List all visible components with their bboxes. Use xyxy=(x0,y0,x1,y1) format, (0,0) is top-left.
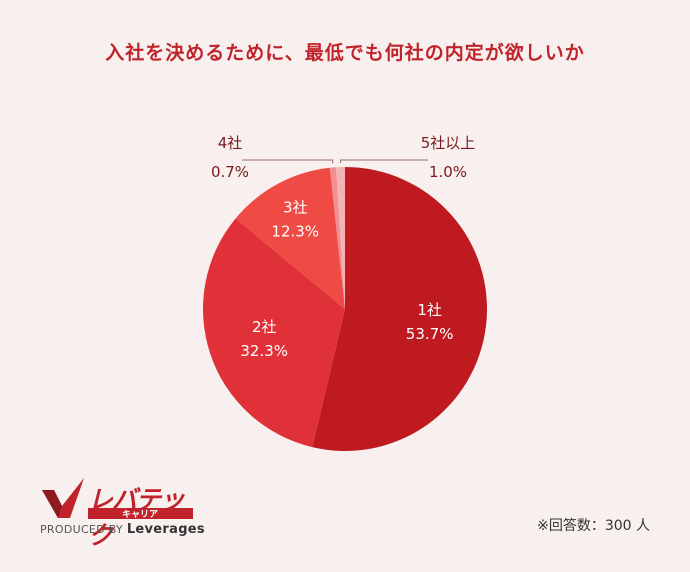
chart-title: 入社を決めるために、最低でも何社の内定が欲しいか xyxy=(105,42,585,64)
brand-sub: キャリア xyxy=(122,510,159,520)
slice-labels: 1社 53.7% 2社 32.3% 3社 12.3% 4社 0.7% 5社以上 1.0% xyxy=(211,134,475,360)
slice-label-3: 3社 xyxy=(283,198,308,216)
brand-logo: レバテック キャリア PRODUCED BY Leverages xyxy=(40,478,205,550)
slice-value-5: 1.0% xyxy=(429,163,467,181)
slice-label-1: 1社 xyxy=(417,301,442,319)
checkmark-logo-icon xyxy=(42,478,84,518)
slice-value-1: 53.7% xyxy=(406,325,454,343)
response-count-note: ※回答数：300 人 xyxy=(537,518,650,534)
slice-value-3: 12.3% xyxy=(271,222,319,240)
brand-sub-band xyxy=(88,508,193,519)
slice-label-2: 2社 xyxy=(252,318,277,336)
pie-slice-3 xyxy=(235,167,345,309)
leader-line-4 xyxy=(242,159,334,164)
pie-slice-5 xyxy=(336,167,345,309)
leader-lines xyxy=(242,159,428,164)
leader-line-5 xyxy=(339,159,428,164)
pie-slices xyxy=(202,167,487,451)
produced-by-text: PRODUCED BY xyxy=(40,523,124,536)
pie-slice-4 xyxy=(329,167,345,309)
produced-by: PRODUCED BY Leverages xyxy=(40,522,205,537)
slice-value-2: 32.3% xyxy=(240,342,288,360)
pie-slice-1 xyxy=(312,167,487,451)
company-name: Leverages xyxy=(126,522,205,537)
slice-label-5: 5社以上 xyxy=(421,134,476,152)
pie-slice-2 xyxy=(202,218,345,448)
slice-label-4: 4社 xyxy=(218,134,243,152)
slice-value-4: 0.7% xyxy=(211,163,249,181)
